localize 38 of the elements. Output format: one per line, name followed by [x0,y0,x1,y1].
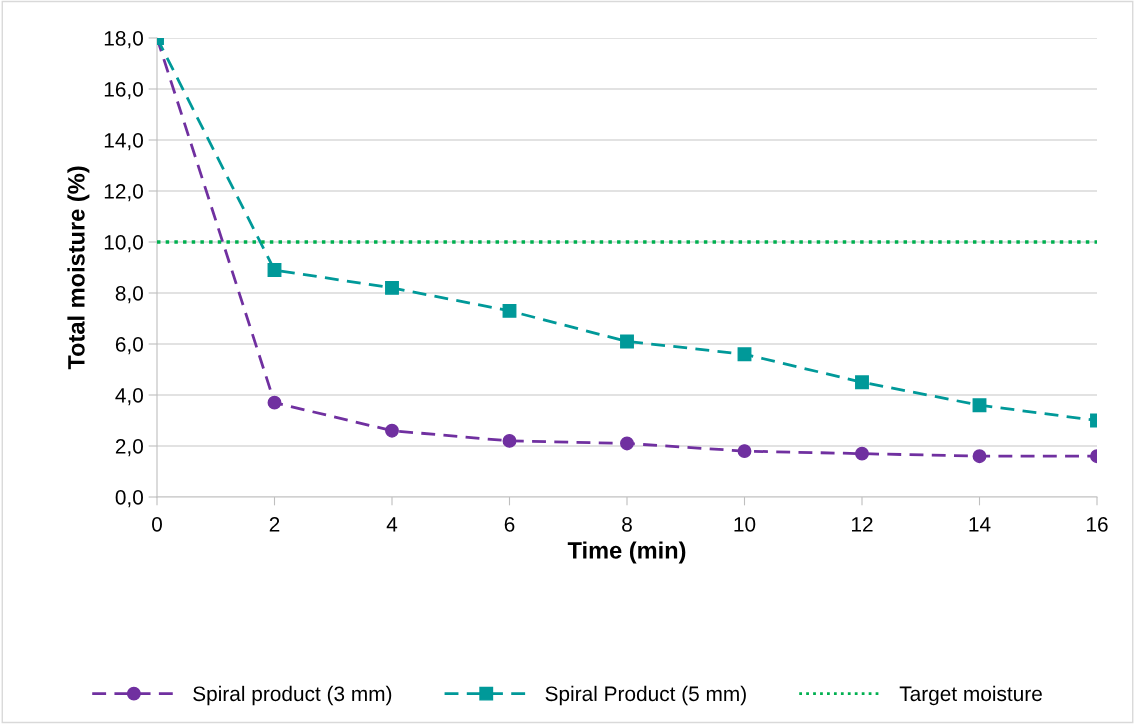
point [267,263,282,277]
x-tick-label: 0 [152,516,162,532]
x-tick-label: 4 [386,517,398,532]
point [620,334,634,349]
y-tick-label: 0,0 [115,490,143,508]
y-axis-title: Total moisture (%) [67,166,90,370]
point [620,436,634,451]
legend-label: Spiral product (3 mm) [193,685,392,706]
point [267,395,282,410]
point [737,347,752,362]
y-tick-label: 18,0 [104,31,143,49]
x-axis-title: Time (min) [567,541,686,564]
legend-label: Target moisture [899,685,1042,706]
y-tick-label: 14,0 [104,133,143,151]
x-tick-label: 6 [504,516,515,532]
point [737,444,752,459]
x-tick-label: 14 [969,517,991,532]
y-tick-label: 12,0 [104,184,143,202]
y-tick-label: 4,0 [115,388,143,406]
y-tick-label: 10,0 [104,235,143,253]
y-tick-label: 16,0 [104,82,143,100]
point [855,375,869,390]
point [502,303,517,318]
point [855,446,869,461]
x-tick-label: 10 [734,516,756,532]
x-tick-label: 12 [852,516,873,532]
x-tick-label: 8 [622,516,632,532]
point [502,433,517,448]
y-tick-label: 6,0 [115,337,143,355]
point [385,423,399,438]
y-tick-label: 8,0 [115,286,143,304]
point [385,280,399,295]
point [972,449,987,464]
legend-label: Spiral Product (5 mm) [545,685,746,706]
x-tick-label: 2 [269,516,280,532]
point [972,398,987,413]
y-tick-label: 2,0 [115,439,143,457]
x-tick-label: 16 [1087,516,1108,532]
